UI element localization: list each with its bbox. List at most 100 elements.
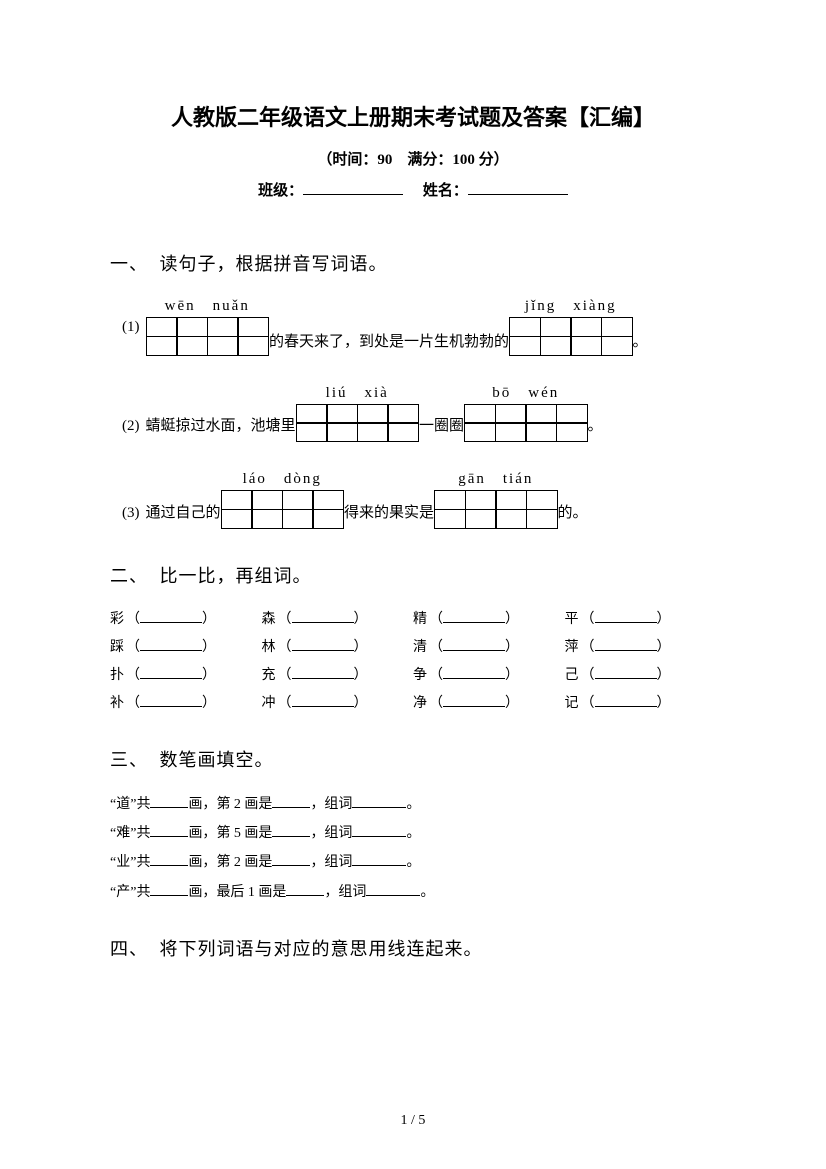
q1-3-pinyin-2: gān tián [434, 467, 558, 488]
q2-blank[interactable] [292, 622, 354, 623]
q3-blank[interactable] [286, 895, 324, 896]
q2-blank[interactable] [140, 650, 202, 651]
q2-char: 精 [413, 606, 427, 634]
q3-char: 业 [116, 855, 130, 870]
paren: （ [278, 634, 292, 662]
q3-blank[interactable] [272, 807, 310, 808]
q2-char: 争 [413, 662, 427, 690]
q3-stroke-ref: 第 2 画是 [216, 797, 272, 812]
q1-1-pinyin-1: wēn nuǎn [146, 294, 270, 315]
q3-blank[interactable] [366, 895, 420, 896]
paren: ） [505, 690, 519, 718]
q1-3-text-mid: 得来的果实是 [344, 501, 434, 522]
q3-text: 画， [188, 797, 216, 812]
q2-blank[interactable] [595, 678, 657, 679]
q2-item: 彩（ ） [110, 606, 262, 634]
q2-blank[interactable] [595, 706, 657, 707]
char-grid[interactable] [221, 490, 345, 529]
paren: ） [354, 662, 368, 690]
q2-blank[interactable] [140, 706, 202, 707]
section-4: 四、 将下列词语与对应的意思用线连起来。 [110, 935, 716, 961]
doc-subtitle: （时间：90 满分：100 分） [110, 148, 716, 169]
q2-blank[interactable] [443, 622, 505, 623]
section-3-title: 数笔画填空。 [160, 750, 274, 770]
doc-title: 人教版二年级语文上册期末考试题及答案【汇编】 [110, 100, 716, 132]
page-footer: 1 / 5 [0, 1113, 826, 1129]
paren: （ [581, 634, 595, 662]
q1-3-pinyin-1: láo dòng [221, 467, 345, 488]
paren: ） [354, 690, 368, 718]
paren: ） [505, 662, 519, 690]
q3-blank[interactable] [352, 865, 406, 866]
q2-row: 踩（）林（）清（）萍（） [110, 634, 716, 662]
q3-blank[interactable] [150, 865, 188, 866]
q3-blank[interactable] [272, 865, 310, 866]
char-grid[interactable] [509, 317, 633, 356]
q2-blank[interactable] [443, 706, 505, 707]
paren: （ [429, 606, 443, 634]
q3-blank[interactable] [352, 807, 406, 808]
section-1-title: 读句子，根据拼音写词语。 [160, 254, 388, 274]
q1-item-1: (1) wēn nuǎn 的春天来了，到处是一片生机勃勃的 jǐng xiàng [122, 294, 716, 361]
q3-line: “难”共画，第 5 画是，组词。 [110, 819, 716, 848]
q3-blank[interactable] [272, 836, 310, 837]
q3-char: 道 [116, 797, 130, 812]
section-3-header: 三、 数笔画填空。 [110, 746, 716, 772]
paren: ） [354, 606, 368, 634]
paren: ） [505, 634, 519, 662]
q2-item: 精（） [413, 606, 565, 634]
q1-1-text-mid: 的春天来了，到处是一片生机勃勃的 [269, 330, 509, 351]
q3-stroke-ref: 最后 1 画是 [216, 885, 286, 900]
q1-2-pretext: 蜻蜓掠过水面，池塘里 [146, 414, 296, 435]
class-label: 班级： [258, 183, 303, 199]
char-grid[interactable] [296, 404, 420, 443]
q2-char: 净 [413, 690, 427, 718]
q1-2-grid-2: bō wén [464, 381, 588, 448]
char-grid[interactable] [146, 317, 270, 356]
q3-blank[interactable] [352, 836, 406, 837]
q3-text: 共 [136, 797, 150, 812]
q2-row: 彩（）森（）精（）平（） [110, 606, 716, 634]
q2-item: 净（） [413, 690, 565, 718]
q1-3-text-end: 的。 [558, 501, 588, 522]
q2-blank[interactable] [292, 650, 354, 651]
q3-blank[interactable] [150, 836, 188, 837]
q1-3-pretext: 通过自己的 [146, 501, 221, 522]
section-2-title: 比一比，再组词。 [160, 566, 312, 586]
paren: （ [581, 690, 595, 718]
q1-2-grid-1: liú xià [296, 381, 420, 448]
q2-blank[interactable] [595, 650, 657, 651]
q2-blank[interactable] [443, 678, 505, 679]
q3-text: 画， [188, 855, 216, 870]
q2-blank[interactable] [443, 650, 505, 651]
section-4-title: 将下列词语与对应的意思用线连起来。 [160, 939, 483, 959]
q2-blank[interactable] [292, 706, 354, 707]
name-blank[interactable] [468, 181, 568, 195]
paren: （ [429, 662, 443, 690]
paren: （ [126, 606, 140, 634]
q3-text: 共 [136, 826, 150, 841]
q2-item: 清（） [413, 634, 565, 662]
q2-blank[interactable] [140, 678, 202, 679]
q2-item: 记（） [565, 690, 717, 718]
paren: ） [202, 690, 216, 718]
q3-blank[interactable] [150, 895, 188, 896]
class-blank[interactable] [303, 181, 403, 195]
q2-char: 充 [262, 662, 276, 690]
char-grid[interactable] [434, 490, 558, 529]
section-3: 三、 数笔画填空。 “道”共画，第 2 画是，组词。“难”共画，第 5 画是，组… [110, 746, 716, 908]
info-line: 班级： 姓名： [110, 179, 716, 200]
paren: （ [126, 634, 140, 662]
paren: ） [202, 662, 216, 690]
q2-blank[interactable] [140, 622, 202, 623]
section-1: 一、 读句子，根据拼音写词语。 (1) wēn nuǎn 的春天来了，到处是一片… [110, 250, 716, 534]
q2-char: 彩 [110, 606, 124, 634]
paren: （ [278, 662, 292, 690]
char-grid[interactable] [464, 404, 588, 443]
paren: ） [657, 634, 671, 662]
q2-blank[interactable] [292, 678, 354, 679]
q3-text: 画， [188, 885, 216, 900]
q3-blank[interactable] [150, 807, 188, 808]
paren: ） [202, 606, 216, 634]
q2-blank[interactable] [595, 622, 657, 623]
